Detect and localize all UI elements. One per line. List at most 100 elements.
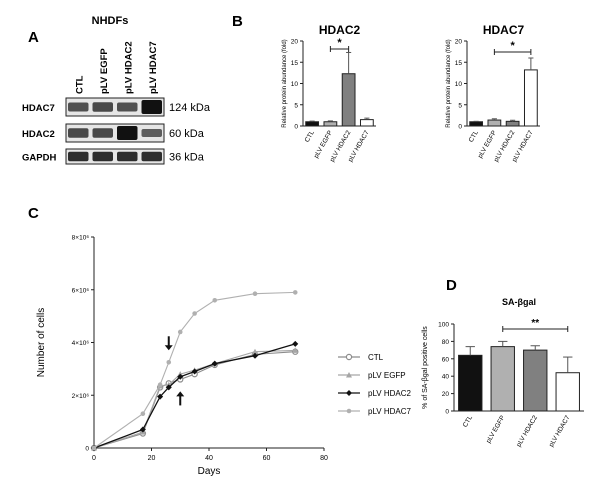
x-tick-label: 20: [148, 455, 156, 462]
y-tick-label: 0: [85, 446, 89, 453]
legend-marker: [345, 353, 353, 361]
y-tick-label: 15: [291, 60, 299, 67]
y-tick-label: 6×10⁶: [72, 287, 90, 294]
blot-band: [141, 100, 162, 114]
x-category-label: pLV HDAC7: [548, 414, 572, 448]
sabgal-bar-chart: SA-βgal 0 20 40 60 80 100 % of SA-βgal positive…: [422, 297, 584, 448]
y-tick-label: 5: [294, 102, 298, 109]
y-tick-label: 15: [455, 60, 463, 67]
data-point: [212, 298, 218, 303]
bar: [305, 121, 320, 127]
panel-d-letter: D: [446, 277, 457, 294]
bar: [469, 121, 484, 127]
significance-marker: **: [531, 318, 539, 329]
chart-title: HDAC7: [483, 23, 525, 37]
data-point: [292, 340, 299, 347]
blot-band: [141, 151, 162, 162]
bar: [341, 73, 356, 127]
growth-curve-chart: 0 20 40 60 80 0 2×10⁶ 4×10⁶ 6×10⁶ 8×10⁶ Days Number…: [36, 235, 412, 478]
blot-strip: [65, 97, 165, 117]
blot-protein-label: GAPDH: [22, 153, 56, 164]
series-line: [93, 349, 296, 449]
legend-label: pLV EGFP: [368, 371, 406, 380]
bar: [523, 69, 538, 127]
legend-label: CTL: [368, 353, 384, 362]
annotation-arrowhead: [176, 391, 185, 397]
data-point: [252, 352, 258, 359]
chart-title: HDAC2: [319, 23, 361, 37]
blot-size-label: 60 kDa: [169, 128, 205, 140]
data-point: [211, 360, 218, 367]
series-line: [93, 351, 296, 449]
y-tick-label: 80: [442, 339, 450, 346]
y-axis-label: Relative protein abundance (fold): [282, 39, 288, 127]
bar: [323, 121, 338, 127]
legend-marker: [346, 390, 352, 396]
bar: [359, 119, 374, 127]
x-tick-label: 60: [263, 455, 271, 462]
y-tick-label: 0: [458, 124, 462, 131]
y-tick-label: 10: [455, 81, 463, 88]
legend-label: pLV HDAC2: [368, 389, 412, 398]
blot-band: [68, 102, 89, 112]
data-point: [192, 311, 197, 316]
data-point: [166, 359, 172, 365]
blot-lane-label: CTL: [74, 75, 85, 94]
bar: [490, 346, 515, 412]
blot-band: [117, 102, 138, 112]
data-point: [292, 347, 299, 353]
data-point: [91, 445, 97, 451]
blot-strip: [65, 148, 165, 165]
x-category-label: pLV HDAC2: [515, 414, 539, 448]
y-tick-label: 4×10⁶: [72, 340, 90, 347]
blot-band: [68, 128, 89, 138]
x-category-label: CTL: [468, 129, 480, 143]
blot-size-label: 36 kDa: [169, 152, 205, 164]
blot-size-label: 124 kDa: [169, 102, 211, 114]
y-tick-label: 60: [442, 356, 450, 363]
blot-lane-label: pLV HDAC7: [148, 41, 159, 94]
y-tick-label: 8×10⁶: [72, 235, 90, 242]
blot-band: [117, 126, 138, 140]
panel-b-letter: B: [232, 13, 243, 30]
bar: [487, 119, 502, 127]
blot-band: [68, 151, 89, 162]
blot-title: NHDFs: [92, 15, 129, 27]
bar: [523, 349, 548, 412]
y-tick-label: 5: [458, 102, 462, 109]
y-tick-label: 0: [294, 124, 298, 131]
x-tick-label: 80: [320, 455, 328, 462]
data-point: [191, 368, 198, 375]
panel-a-letter: A: [28, 29, 39, 46]
x-category-label: pLV EGFP: [485, 415, 506, 445]
x-axis-label: Days: [198, 466, 221, 477]
x-category-label: CTL: [304, 129, 316, 143]
y-tick-label: 0: [445, 409, 449, 416]
data-point: [252, 291, 258, 297]
blot-band: [92, 151, 113, 162]
chart-title: SA-βgal: [502, 297, 536, 307]
bar: [458, 354, 483, 412]
y-tick-label: 20: [291, 39, 299, 46]
blot-band: [92, 128, 113, 138]
y-axis-label: Number of cells: [36, 308, 47, 377]
blot-lane-label: pLV EGFP: [99, 48, 110, 94]
blot-band: [141, 129, 162, 137]
legend-label: pLV HDAC7: [368, 407, 412, 416]
bar: [505, 120, 520, 127]
annotation-arrowhead: [164, 345, 173, 351]
y-tick-label: 40: [442, 374, 450, 381]
x-category-label: CTL: [462, 414, 474, 428]
data-point: [292, 290, 298, 295]
blot-protein-label: HDAC2: [22, 129, 55, 140]
y-axis-label: % of SA-βgal positive cells: [422, 326, 429, 409]
blot-band: [117, 151, 138, 162]
blot-lane-label: pLV HDAC2: [123, 41, 134, 94]
western-blot: NHDFs CTL pLV EGFP pLV HDAC2 pLV HDAC7 HDAC7…: [22, 15, 211, 165]
x-tick-label: 40: [205, 455, 213, 462]
legend-marker: [346, 408, 352, 414]
panel-c-letter: C: [28, 205, 39, 222]
